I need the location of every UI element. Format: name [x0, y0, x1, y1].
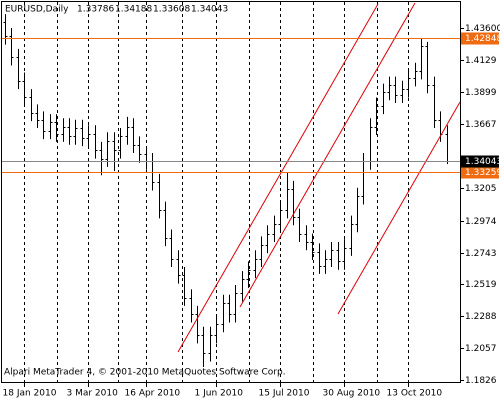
- x-tick-label: 1 Jun 2010: [195, 389, 244, 399]
- channel-line: [239, 2, 416, 308]
- header-low: 1.33608: [153, 5, 190, 15]
- level-label-box: [461, 166, 499, 179]
- y-tick-label: 1.3667: [465, 120, 497, 130]
- header-close: 1.34043: [191, 5, 228, 15]
- channel-line: [337, 101, 461, 315]
- symbol: EURUSD,Daily: [5, 5, 69, 15]
- current-price-label: 1.34043: [465, 157, 500, 167]
- channel-line: [177, 3, 379, 353]
- header-open: 1.33786: [77, 5, 114, 15]
- bars: [3, 14, 450, 368]
- y-tick-label: 1.3899: [465, 88, 497, 98]
- y-tick-label: 1.2057: [465, 344, 497, 354]
- y-tick-label: 1.1826: [465, 376, 497, 386]
- x-tick-label: 13 Oct 2010: [387, 389, 443, 399]
- y-tick-label: 1.2288: [465, 312, 497, 322]
- y-tick-label: 1.3205: [465, 184, 497, 194]
- y-tick-label: 1.2519: [465, 280, 497, 290]
- y-tick-label: 1.4129: [465, 56, 497, 66]
- x-tick-label: 18 Jan 2010: [3, 389, 57, 399]
- header-high: 1.34188: [115, 5, 152, 15]
- x-tick-label: 30 Aug 2010: [323, 389, 381, 399]
- channel: [177, 2, 461, 353]
- plot-frame: [1, 1, 461, 383]
- level-label: 1.42848: [465, 34, 500, 44]
- y-tick-label: 1.2743: [465, 249, 497, 259]
- current-price-box: [461, 155, 499, 168]
- x-tick-label: 3 Mar 2010: [67, 389, 119, 399]
- y-tick-label: 1.2974: [465, 217, 497, 227]
- overlay: 1.43600 1.4129 1.3899 1.3667 1.3205 1.2974 1.2…: [2, 24, 500, 399]
- x-tick-label: 15 Jul 2010: [259, 389, 310, 399]
- y-tick-label: 1.43600: [465, 24, 500, 34]
- level-label: 1.33259: [465, 168, 500, 178]
- footer: Alpari MetaTrader 4, © 2001-2010 MetaQuo…: [4, 368, 286, 378]
- level-label-box: [461, 32, 499, 45]
- x-tick-label: 16 Apr 2010: [125, 389, 181, 399]
